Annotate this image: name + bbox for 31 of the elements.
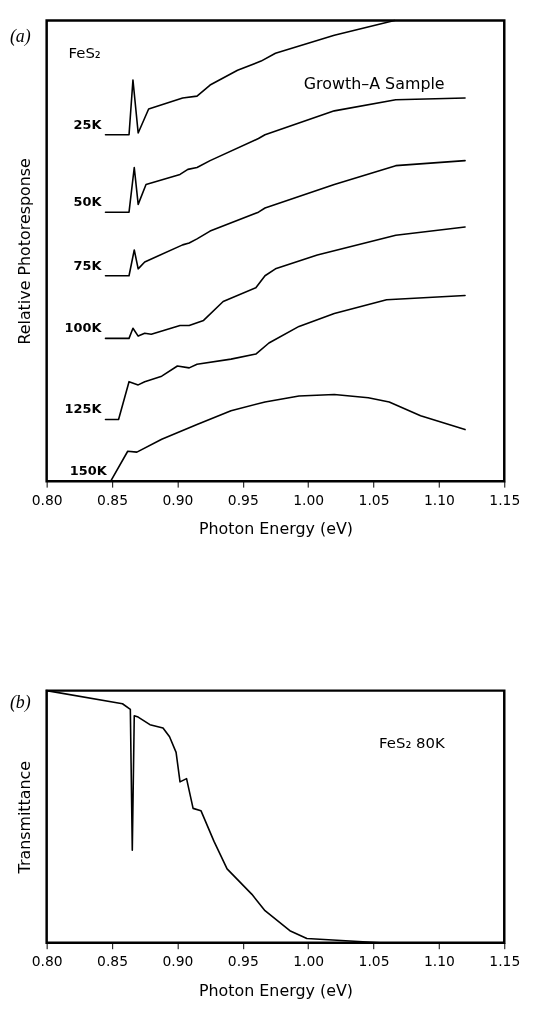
x-axis-title: Photon Energy (eV) (198, 980, 353, 1000)
text: (b) (9, 692, 31, 714)
annotation: Growth–A Sample (303, 74, 445, 94)
y-axis-title: Transmittance (15, 760, 35, 875)
x-tick-label: 0.80 (31, 953, 63, 970)
x-axis-title: Photon Energy (eV) (198, 519, 353, 539)
text: (a) (9, 26, 31, 48)
series-label: 75K (73, 257, 103, 273)
x-tick-label: 1.05 (358, 953, 390, 970)
x-tick-label: 1.05 (358, 491, 390, 508)
x-tick-label: 0.95 (227, 491, 259, 508)
y-axis-title: Relative Photoresponse (15, 158, 35, 345)
annotation: FeS₂ (68, 44, 101, 63)
series-label: 125K (64, 401, 103, 417)
series-label: 25K (73, 116, 103, 132)
x-tick-label: 1.15 (489, 491, 521, 508)
x-tick-label: 0.90 (162, 491, 194, 508)
x-tick-label: 0.85 (97, 491, 128, 508)
x-tick-label: 1.10 (423, 953, 455, 970)
x-tick-label: 0.90 (162, 953, 194, 970)
series-label: 50K (73, 194, 103, 210)
x-tick-label: 0.95 (227, 953, 259, 970)
x-tick-label: 0.80 (31, 491, 63, 508)
series-label: 150K (69, 463, 108, 479)
x-tick-label: 1.00 (293, 953, 325, 970)
x-tick-label: 1.15 (489, 953, 521, 970)
x-tick-label: 1.10 (423, 491, 455, 508)
series-label: 100K (64, 320, 103, 336)
annotation: FeS₂ 80K (379, 734, 447, 753)
x-tick-label: 1.00 (293, 491, 325, 508)
x-tick-label: 0.85 (97, 953, 128, 970)
